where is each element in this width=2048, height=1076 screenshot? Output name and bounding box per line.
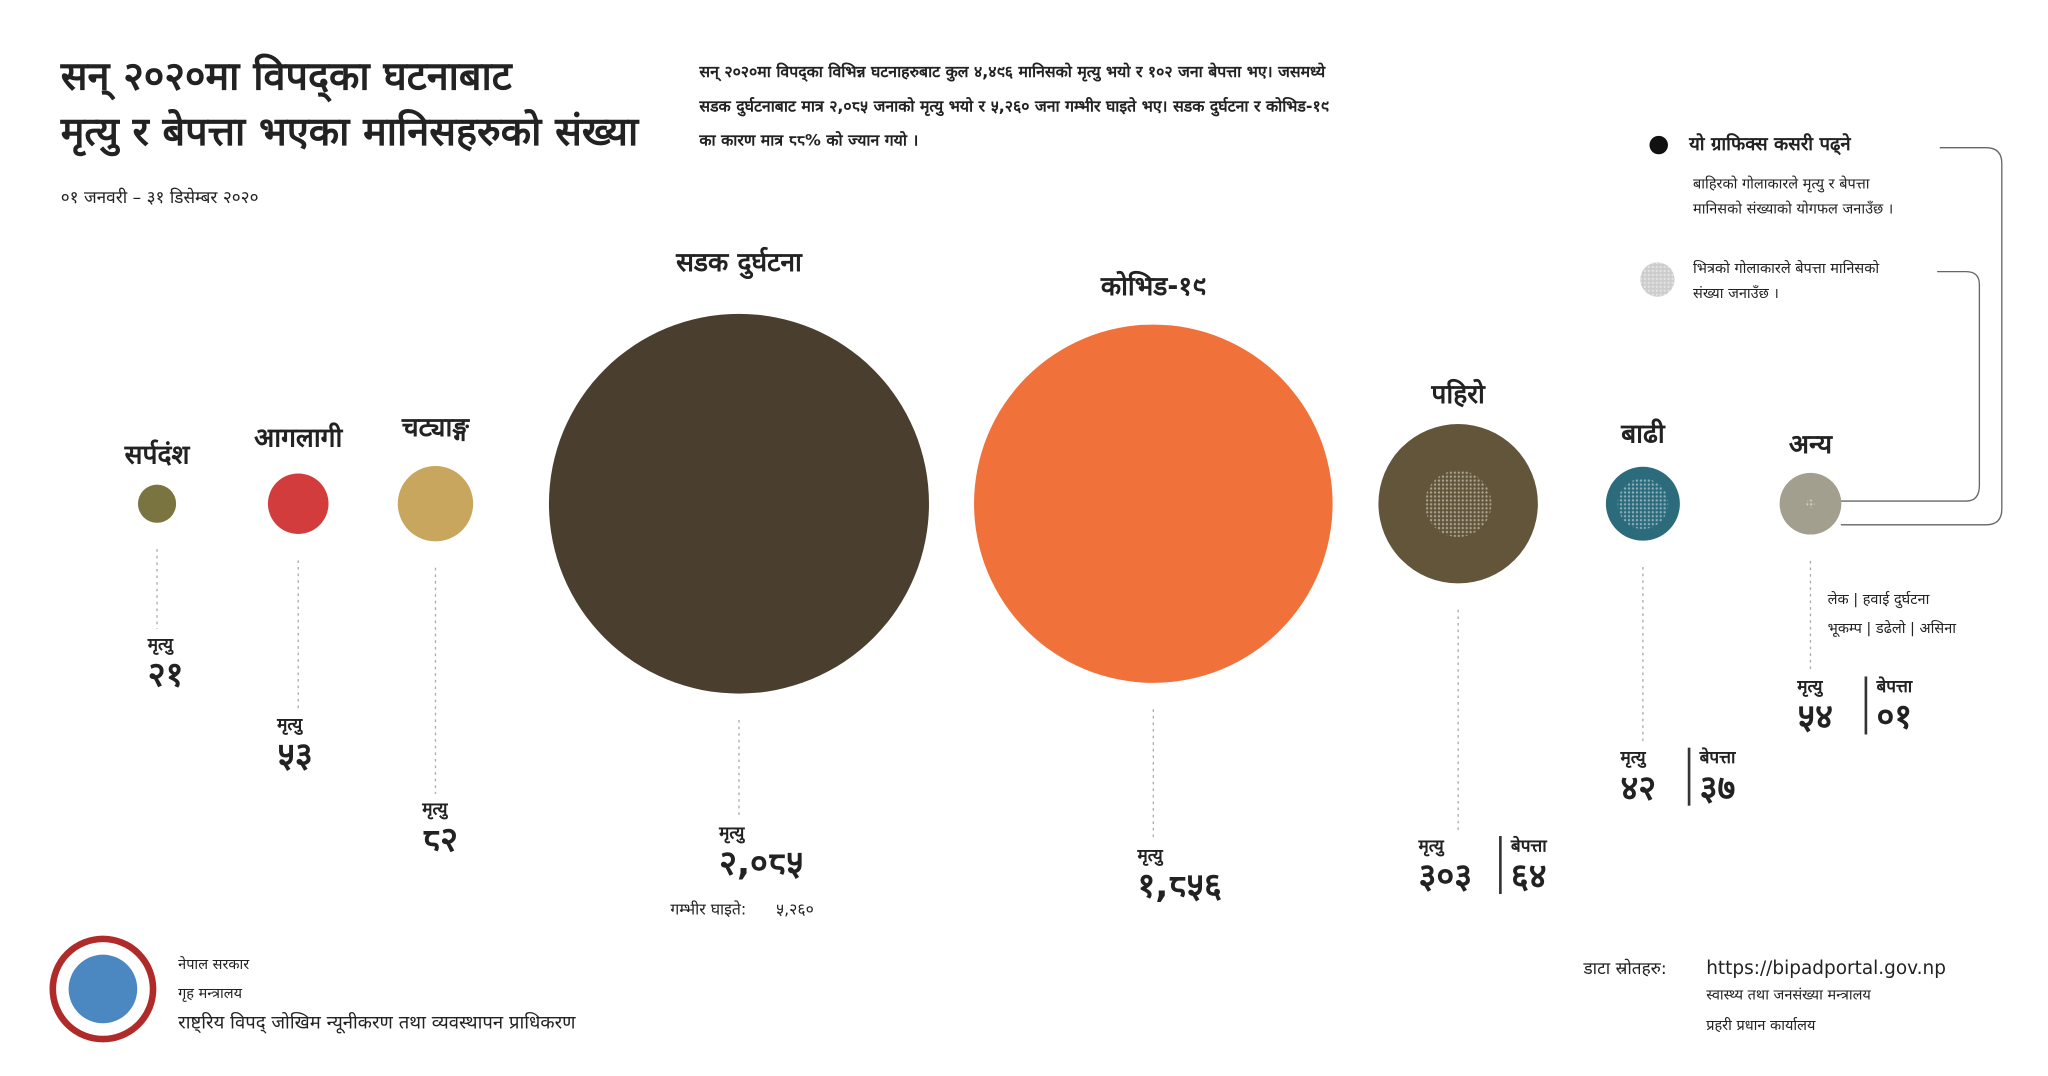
org: नेपाल सरकार xyxy=(178,956,250,973)
title: सन् २०२०मा विपद्का घटनाबाट xyxy=(60,53,514,103)
death-count: ५४ xyxy=(1797,697,1833,737)
category-label: पहिरो xyxy=(1430,378,1486,410)
missing-bubble xyxy=(1617,478,1669,530)
category-label: सर्पदंश xyxy=(124,439,191,471)
injured-label: गम्भीर घाइते: xyxy=(670,899,746,918)
source: स्वास्थ्य तथा जनसंख्या मन्त्रालय xyxy=(1706,987,1871,1004)
source: https://bipadportal.gov.np xyxy=(1706,958,1946,979)
legend-text: संख्या जनाउँछ । xyxy=(1693,285,1779,302)
missing-bubble xyxy=(1806,499,1815,508)
bubble xyxy=(137,484,177,523)
emblem xyxy=(68,954,138,1024)
death-count: १,८५६ xyxy=(1137,866,1222,906)
missing-count: ३७ xyxy=(1700,768,1736,808)
series-label: मृत्यु xyxy=(718,823,745,843)
death-count: ८२ xyxy=(422,820,458,860)
source: प्रहरी प्रधान कार्यालय xyxy=(1706,1017,1816,1034)
info-icon xyxy=(1649,135,1668,155)
sources-label: डाटा स्रोतहरु: xyxy=(1583,958,1667,979)
series-label: मृत्यु xyxy=(1418,837,1445,857)
legend-title: यो ग्राफिक्स कसरी पढ्ने xyxy=(1688,133,1851,156)
missing-count: ०१ xyxy=(1876,697,1912,737)
category-label: आगलागी xyxy=(254,422,343,454)
legend-text: भित्रको गोलाकारले बेपत्ता मानिसको xyxy=(1693,260,1879,277)
legend-text: मानिसको संख्याको योगफल जनाउँछ । xyxy=(1693,201,1893,218)
bubble xyxy=(974,324,1333,683)
bubble xyxy=(267,473,329,534)
category-label: कोभिड-१९ xyxy=(1100,270,1206,302)
series-label: मृत्यु xyxy=(1796,677,1823,697)
description: सन् २०२०मा विपद्का विभिन्न घटनाहरुबाट कु… xyxy=(698,62,1326,83)
org: राष्ट्रिय विपद् जोखिम न्यूनीकरण तथा व्यव… xyxy=(178,1011,576,1034)
series-label: बेपत्ता xyxy=(1510,836,1548,857)
series-label: मृत्यु xyxy=(1619,748,1646,768)
bubble xyxy=(397,466,474,542)
death-count: ४२ xyxy=(1620,768,1656,808)
death-count: ३०३ xyxy=(1419,857,1473,897)
category-label: बाढी xyxy=(1620,418,1666,450)
series-label: बेपत्ता xyxy=(1699,747,1737,768)
other-note: भूकम्प | डढेलो | असिना xyxy=(1828,620,1957,637)
missing-bubble xyxy=(1424,470,1492,537)
series-label: मृत्यु xyxy=(147,635,174,655)
legend-text: बाहिरको गोलाकारले मृत्यु र बेपत्ता xyxy=(1693,176,1870,193)
death-count: २१ xyxy=(148,655,184,695)
series-label: मृत्यु xyxy=(276,715,303,735)
legend-bracket xyxy=(1840,147,2003,526)
series-label: बेपत्ता xyxy=(1875,676,1913,697)
legend-inner-sample xyxy=(1640,262,1675,297)
legend-bracket xyxy=(1818,270,1981,502)
description: सडक दुर्घटनाबाट मात्र २,०८५ जनाको मृत्यु… xyxy=(698,96,1329,116)
series-label: मृत्यु xyxy=(1136,846,1163,866)
emblem xyxy=(49,935,157,1043)
title: मृत्यु र बेपत्ता भएका मानिसहरुको संख्या xyxy=(60,108,640,157)
injured-count: ५,२६० xyxy=(776,899,814,918)
death-count: ५३ xyxy=(277,735,313,775)
other-note: लेक | हवाई दुर्घटना xyxy=(1828,591,1930,609)
category-label: चट्याङ्ग xyxy=(401,413,470,443)
description: का कारण मात्र ८८% को ज्यान गयो । xyxy=(698,131,918,150)
subtitle: ०१ जनवरी – ३१ डिसेम्बर २०२० xyxy=(61,187,259,208)
category-label: सडक दुर्घटना xyxy=(675,246,803,280)
org: गृह मन्त्रालय xyxy=(178,986,242,1002)
missing-count: ६४ xyxy=(1511,857,1547,897)
category-label: अन्य xyxy=(1789,430,1834,460)
series-label: मृत्यु xyxy=(421,800,448,820)
death-count: २,०८५ xyxy=(719,844,803,884)
bubble xyxy=(548,313,929,694)
